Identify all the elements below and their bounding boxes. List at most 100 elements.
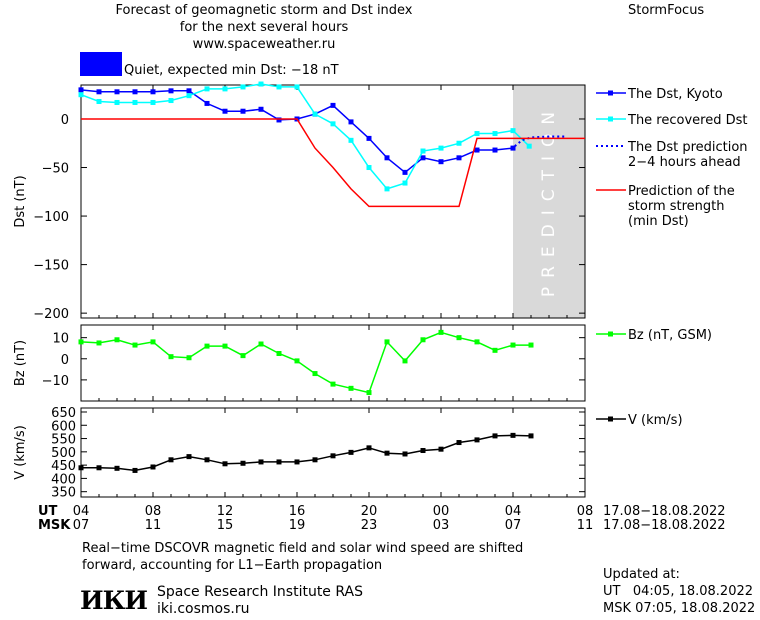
msk-tick-label: 03 <box>433 518 450 533</box>
bz-data-point <box>78 339 84 345</box>
ut-tick-label: 12 <box>217 504 234 519</box>
v-data-point <box>438 446 444 452</box>
v-data-point <box>132 467 138 473</box>
v-ytick-label: 350 <box>51 486 76 501</box>
msk-tick-label: 23 <box>361 518 378 533</box>
dst-data-point <box>78 87 84 93</box>
dst-data-point <box>186 93 192 99</box>
legend-label-5: V (km/s) <box>628 413 683 428</box>
dst-data-point <box>330 121 336 127</box>
dst-series-line-3 <box>81 118 585 208</box>
prediction-band-label: PREDICTION <box>539 103 559 297</box>
dst-data-point <box>330 102 336 108</box>
legend-label-line: storm strength <box>628 199 725 214</box>
legend-marker-4 <box>608 331 613 337</box>
dst-axes-frame <box>80 84 586 319</box>
dst-series-line-2 <box>514 135 567 147</box>
legend-label-2: The Dst prediction 2−4 hours ahead <box>627 140 748 170</box>
msk-tick-label: 15 <box>217 518 234 533</box>
dst-data-point <box>240 108 246 114</box>
dst-data-point <box>438 145 444 151</box>
v-ytick-label: 400 <box>51 472 76 487</box>
dst-data-point <box>168 88 174 94</box>
chart-title-line2: for the next several hours <box>179 20 349 35</box>
dst-data-point <box>312 111 318 117</box>
msk-date-range: 17.08−18.08.2022 <box>603 518 726 533</box>
bz-data-point <box>96 340 102 346</box>
v-data-point <box>348 449 354 455</box>
v-data-point <box>510 432 516 438</box>
v-ytick-label: 500 <box>51 446 76 461</box>
msk-tick-label: 11 <box>577 518 594 533</box>
bz-data-point <box>312 371 318 377</box>
dst-data-point <box>420 155 426 161</box>
v-ytick-label: 450 <box>51 459 76 474</box>
v-data-point <box>528 433 534 439</box>
v-data-point <box>204 457 210 463</box>
org-name: Space Research Institute RAS <box>157 584 363 600</box>
bz-data-point <box>150 339 156 345</box>
status-color-box <box>80 52 122 76</box>
status-text: Quiet, expected min Dst: −18 nT <box>124 63 339 78</box>
legend-label-line: 2−4 hours ahead <box>628 155 741 170</box>
msk-tick-label: 11 <box>145 518 162 533</box>
ut-tick-label: 04 <box>505 504 522 519</box>
dst-data-point <box>240 84 246 90</box>
dst-data-point <box>384 186 390 192</box>
dst-data-point <box>492 131 498 137</box>
bz-y-axis-label: Bz (nT) <box>13 340 28 386</box>
dst-data-point <box>492 147 498 153</box>
dst-data-point <box>474 131 480 137</box>
dst-data-point <box>132 89 138 95</box>
v-ytick-label: 650 <box>51 406 76 421</box>
dst-data-point <box>420 148 426 154</box>
dst-data-point <box>474 147 480 153</box>
dst-data-point <box>510 128 516 134</box>
bz-data-point <box>132 342 138 348</box>
v-data-point <box>312 457 318 463</box>
legend-label-line: (min Dst) <box>628 214 689 229</box>
dst-data-point <box>114 89 120 95</box>
dst-data-point <box>510 145 516 151</box>
org-site-link[interactable]: iki.cosmos.ru <box>157 601 250 617</box>
website-link[interactable]: www.spaceweather.ru <box>192 37 336 52</box>
bz-data-point <box>222 343 228 349</box>
bz-ytick-label: 0 <box>61 353 69 368</box>
v-y-axis-label: V (km/s) <box>13 425 28 480</box>
legend-marker-1 <box>608 116 613 122</box>
brand-name: StormFocus <box>628 3 705 18</box>
dst-data-point <box>150 99 156 105</box>
bz-data-point <box>438 329 444 335</box>
bz-data-point <box>366 390 372 396</box>
dst-data-point <box>276 84 282 90</box>
msk-tick-label: 19 <box>289 518 306 533</box>
ut-tick-label: 08 <box>577 504 594 519</box>
bz-axes-frame <box>80 324 586 402</box>
dst-ytick-label: 0 <box>61 113 69 128</box>
dst-data-point <box>456 155 462 161</box>
dst-data-point <box>132 99 138 105</box>
ut-axis-label: UT <box>38 504 58 519</box>
bz-data-point <box>330 381 336 387</box>
legend-label-4: Bz (nT, GSM) <box>628 328 712 343</box>
bz-data-point <box>384 339 390 345</box>
dst-data-point <box>366 135 372 141</box>
legend-label-1: The recovered Dst <box>627 113 747 128</box>
dst-data-point <box>402 180 408 186</box>
v-ytick-label: 550 <box>51 433 76 448</box>
iki-logo: ИКИ <box>80 586 148 615</box>
bz-data-point <box>294 358 300 364</box>
dst-data-point <box>204 86 210 92</box>
ut-tick-label: 08 <box>145 504 162 519</box>
v-data-point <box>474 437 480 443</box>
v-series-line-0 <box>81 434 532 472</box>
dst-data-point <box>114 99 120 105</box>
bz-data-point <box>474 339 480 345</box>
bz-data-point <box>420 337 426 343</box>
v-axes-frame <box>80 407 586 498</box>
legend-label-line: Prediction of the <box>628 184 735 199</box>
v-data-point <box>222 461 228 467</box>
